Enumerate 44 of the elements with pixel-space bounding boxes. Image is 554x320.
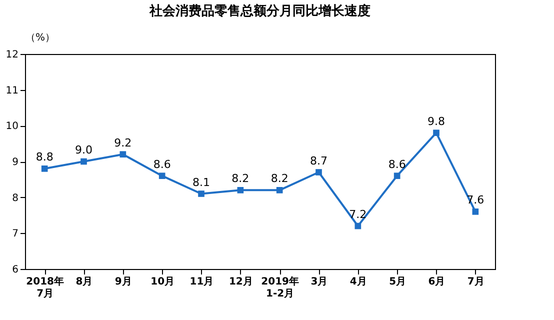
y-tick-label: 6 [12, 264, 18, 276]
y-tick-label: 7 [12, 228, 18, 240]
point [316, 169, 322, 176]
y-tick-label: 10 [6, 121, 18, 132]
point [41, 166, 48, 172]
text: 9.8 [428, 114, 445, 128]
text: 8.6 [388, 158, 406, 171]
point [80, 158, 87, 165]
chart-title: 社会消费品零售总额分月同比增长速度 [148, 3, 370, 19]
y-tick-label: 11 [6, 85, 18, 96]
text: 8.2 [232, 172, 250, 186]
point [158, 172, 166, 179]
text: 8.1 [192, 176, 210, 189]
x-tick-label: 11月 [190, 276, 214, 288]
x-tick-label: 6月 [428, 276, 446, 288]
point [433, 130, 440, 136]
point [472, 208, 479, 215]
text: 9.2 [114, 136, 132, 150]
point [394, 172, 400, 179]
text: 9.0 [75, 144, 92, 156]
y-tick-label: 8 [12, 192, 18, 204]
text: 8.6 [153, 158, 171, 171]
x-tick-label: 3月 [310, 276, 328, 288]
point [276, 187, 283, 194]
y-tick-label: 12 [6, 50, 18, 60]
x-tick-label: 5月 [389, 276, 406, 288]
point [237, 187, 244, 194]
point [198, 190, 204, 197]
x-tick-label: 9月 [114, 276, 132, 288]
x-tick-label: 2018年 7月 [26, 276, 64, 300]
point [354, 222, 362, 230]
y-axis-title: （%） [26, 32, 56, 44]
x-tick-label: 2019年 1-2月 [261, 276, 300, 300]
point [120, 151, 126, 158]
text: 8.2 [270, 172, 288, 186]
x-tick-label: 8月 [76, 276, 93, 288]
x-tick-label: 4月 [350, 276, 367, 288]
text: 8.7 [310, 154, 328, 168]
text: 7.2 [349, 208, 367, 221]
x-tick-label: 7月 [467, 276, 484, 288]
y-tick-label: 9 [12, 157, 18, 168]
x-tick-label: 10月 [150, 276, 175, 288]
x-tick-label: 12月 [228, 276, 253, 288]
text: 8.8 [36, 150, 54, 164]
